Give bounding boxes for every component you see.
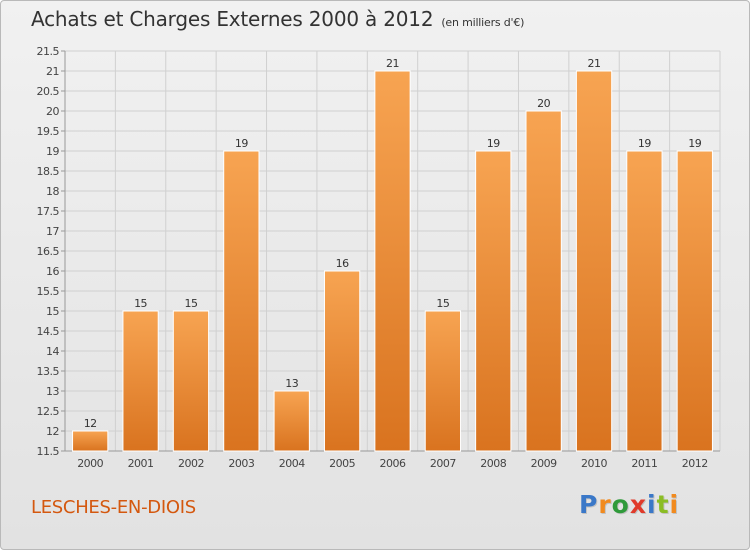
y-tick-label: 20 (46, 105, 59, 118)
chart-subtitle: (en milliers d'€) (441, 16, 525, 29)
data-label: 12 (84, 417, 97, 430)
chart-title-text: Achats et Charges Externes 2000 à 2012 (31, 7, 434, 31)
x-tick-label: 2008 (480, 457, 506, 470)
logo-letter: r (598, 490, 612, 519)
x-tick-label: 2001 (128, 457, 154, 470)
data-label: 15 (436, 297, 449, 310)
logo-letter: o (611, 490, 630, 519)
x-tick-label: 2002 (178, 457, 204, 470)
x-tick-label: 2012 (682, 457, 708, 470)
logo-letter: t (656, 490, 670, 519)
data-label: 21 (588, 57, 601, 70)
y-tick-label: 12.5 (37, 405, 60, 418)
chart-title: Achats et Charges Externes 2000 à 2012 (e… (31, 7, 524, 31)
y-tick-label: 11.5 (37, 445, 60, 458)
y-tick-label: 15.5 (37, 285, 60, 298)
bar (374, 70, 411, 452)
logo-letter: i (669, 490, 680, 519)
bar (122, 310, 159, 452)
data-label: 16 (336, 257, 349, 270)
y-tick-label: 13.5 (37, 365, 60, 378)
x-tick-label: 2010 (581, 457, 607, 470)
bars (72, 70, 713, 452)
data-label: 19 (235, 137, 248, 150)
x-tick-label: 2005 (329, 457, 355, 470)
bar (172, 310, 210, 452)
y-tick-label: 15 (46, 305, 59, 318)
logo-letter: i (647, 490, 657, 519)
bar (475, 150, 512, 452)
y-tick-label: 16.5 (37, 245, 60, 258)
bar (424, 310, 462, 452)
commune-name: LESCHES-EN-DIOIS (31, 497, 196, 518)
x-tick-label: 2004 (279, 457, 305, 470)
x-tick-label: 2009 (531, 457, 557, 470)
bar (72, 430, 109, 452)
x-axis: 2000 2001 2002 2003 2004 2005 2006 2007 2008 2009… (65, 450, 720, 470)
logo-letter: x (629, 490, 647, 519)
y-tick-label: 16 (46, 265, 59, 278)
bar (676, 150, 713, 452)
bar (223, 150, 260, 452)
logo-letter: P (579, 490, 599, 519)
x-tick-label: 2003 (228, 457, 254, 470)
data-label: 15 (134, 297, 147, 310)
y-tick-label: 19.5 (37, 125, 60, 138)
data-label: 19 (638, 137, 651, 150)
data-label: 20 (537, 97, 550, 110)
x-tick-label: 2007 (430, 457, 456, 470)
y-tick-label: 21 (46, 65, 59, 78)
bar (273, 390, 310, 452)
data-label: 15 (184, 297, 197, 310)
y-tick-label: 19 (46, 145, 59, 158)
y-tick-label: 12 (46, 425, 59, 438)
data-labels: 12 15 15 19 13 16 21 15 19 20 21 19 19 (84, 57, 703, 430)
y-tick-label: 14.5 (37, 325, 60, 338)
data-label: 19 (487, 137, 500, 150)
data-label: 21 (386, 57, 399, 70)
data-label: 19 (688, 137, 701, 150)
y-tick-label: 17.5 (37, 205, 60, 218)
y-tick-label: 18 (46, 185, 59, 198)
x-tick-label: 2011 (631, 457, 657, 470)
x-tick-label: 2000 (77, 457, 103, 470)
y-tick-label: 14 (46, 345, 59, 358)
bar (323, 270, 361, 452)
x-tick-label: 2006 (380, 457, 406, 470)
bar (525, 110, 562, 452)
y-axis: 11.5 12 12.5 13 13.5 14 14.5 15 15.5 16 16.5 17 17.5… (37, 45, 66, 458)
y-tick-label: 13 (46, 385, 59, 398)
y-tick-label: 18.5 (37, 165, 60, 178)
proxiti-logo: Proxiti (579, 490, 679, 519)
y-tick-label: 21.5 (37, 45, 60, 58)
bar (626, 150, 663, 452)
y-tick-label: 17 (46, 225, 59, 238)
bar (575, 70, 613, 452)
data-label: 13 (285, 377, 298, 390)
y-tick-label: 20.5 (37, 85, 60, 98)
